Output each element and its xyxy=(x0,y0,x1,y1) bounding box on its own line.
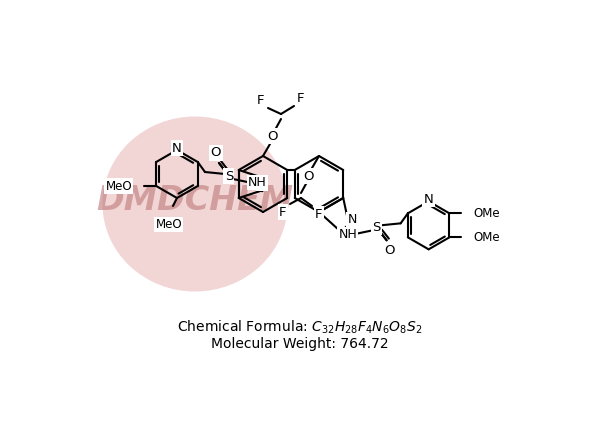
Text: O: O xyxy=(385,244,395,257)
Text: F: F xyxy=(297,92,305,105)
Text: S: S xyxy=(373,221,381,234)
Text: O: O xyxy=(268,130,278,143)
Text: N: N xyxy=(347,213,357,226)
Text: Chemical Formula: $C_{32}H_{28}F_4N_6O_8S_2$: Chemical Formula: $C_{32}H_{28}F_4N_6O_8… xyxy=(178,318,422,336)
Ellipse shape xyxy=(103,117,287,292)
Text: NH: NH xyxy=(338,228,357,241)
Text: F: F xyxy=(279,206,287,219)
Text: S: S xyxy=(225,169,233,182)
Text: DMDCHEM: DMDCHEM xyxy=(97,184,293,216)
Text: F: F xyxy=(257,93,265,107)
Text: OMe: OMe xyxy=(473,207,500,220)
Text: NH: NH xyxy=(248,176,267,189)
Text: N: N xyxy=(172,142,182,155)
Text: N: N xyxy=(424,193,434,206)
Text: MeO: MeO xyxy=(155,218,182,231)
Text: O: O xyxy=(211,146,221,159)
Text: OMe: OMe xyxy=(473,231,500,244)
Text: N: N xyxy=(257,177,267,190)
Text: O: O xyxy=(304,169,314,182)
Text: MeO: MeO xyxy=(106,180,132,193)
Text: Molecular Weight: 764.72: Molecular Weight: 764.72 xyxy=(211,337,389,351)
Text: F: F xyxy=(315,207,323,220)
